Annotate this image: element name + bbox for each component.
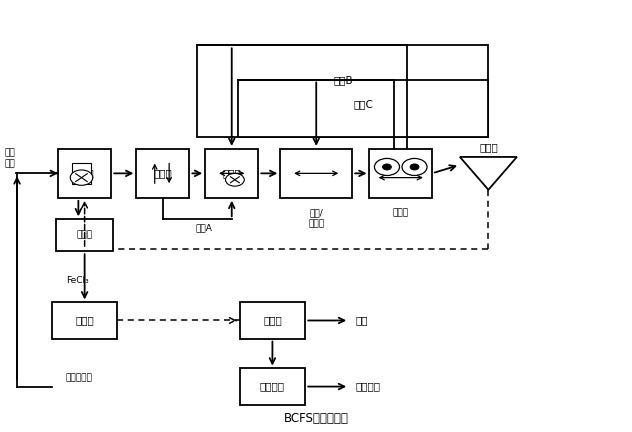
Text: 浓缩池: 浓缩池	[75, 315, 94, 325]
Circle shape	[410, 164, 419, 170]
Polygon shape	[460, 157, 517, 190]
Text: 选择池: 选择池	[154, 168, 173, 178]
Bar	[240, 368, 305, 405]
Text: 缺氧池: 缺氧池	[222, 168, 241, 178]
Text: 上清液回流: 上清液回流	[66, 373, 93, 382]
Text: 污泥厂房: 污泥厂房	[260, 381, 285, 391]
Bar	[205, 149, 258, 198]
Text: FeCl₃: FeCl₃	[66, 276, 88, 285]
Text: 循环B: 循环B	[333, 76, 353, 86]
Text: 泥饼外运: 泥饼外运	[355, 381, 380, 391]
Text: 沼气: 沼气	[355, 315, 368, 325]
Bar	[240, 302, 305, 339]
Bar	[197, 45, 489, 137]
Text: 消化池: 消化池	[263, 315, 282, 325]
Text: 循环A: 循环A	[195, 223, 212, 232]
Bar	[56, 219, 112, 251]
Bar	[280, 149, 352, 198]
Text: 二沉池: 二沉池	[479, 143, 498, 152]
Bar	[238, 79, 489, 137]
Text: 好氧池: 好氧池	[392, 209, 409, 218]
Text: 生活
污水: 生活 污水	[4, 149, 15, 168]
Bar	[58, 149, 111, 198]
Bar	[137, 149, 190, 198]
Circle shape	[402, 159, 427, 175]
Text: BCFS工艺流程图: BCFS工艺流程图	[284, 412, 349, 425]
Bar	[52, 302, 118, 339]
Text: 厌氧池: 厌氧池	[75, 168, 94, 178]
Bar	[370, 149, 432, 198]
Circle shape	[226, 173, 244, 186]
Circle shape	[374, 159, 399, 175]
Circle shape	[70, 170, 93, 185]
Bar	[72, 163, 91, 184]
Text: 缺氧/
好氧池: 缺氧/ 好氧池	[308, 209, 324, 228]
Text: 循环C: 循环C	[353, 99, 373, 109]
Text: 除磷器: 除磷器	[76, 231, 93, 240]
Circle shape	[382, 164, 391, 170]
